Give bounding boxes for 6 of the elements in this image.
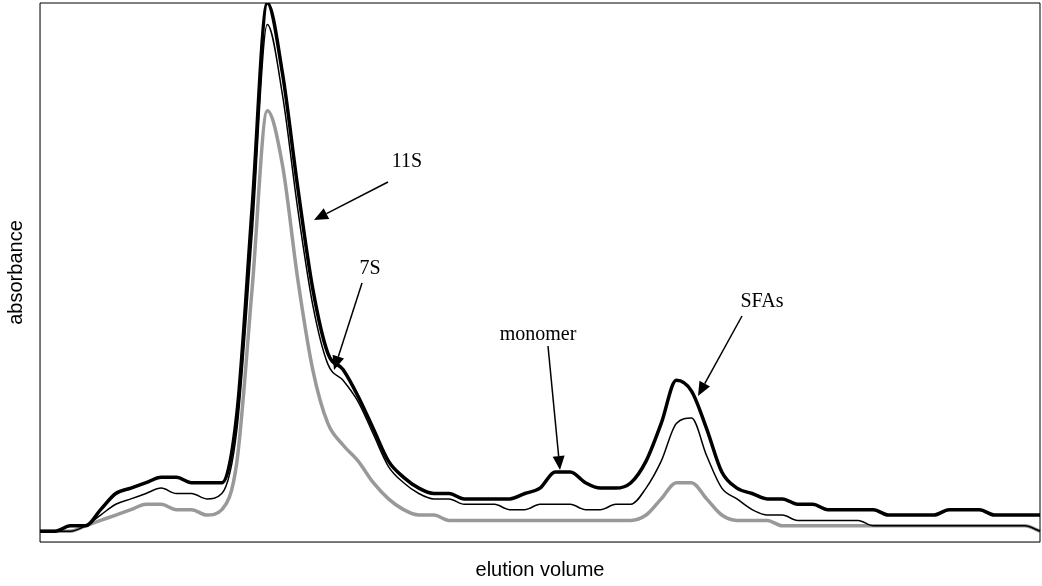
annotation: monomer (499, 321, 577, 345)
annotation: SFAs (740, 288, 784, 312)
annotation: 11S (391, 148, 423, 172)
annotation: 7S (359, 255, 381, 279)
y-axis-title: absorbance (3, 220, 26, 325)
x-axis-title: elution volume (475, 557, 605, 580)
